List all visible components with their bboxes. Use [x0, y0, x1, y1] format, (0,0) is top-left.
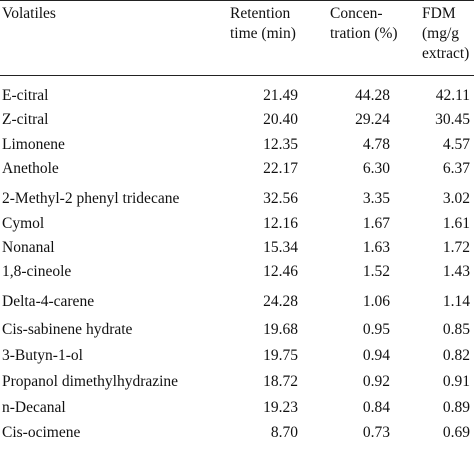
table-row: Anethole 22.17 6.30 6.37 [0, 157, 474, 181]
cell-retention-time: 15.34 [263, 239, 298, 256]
cell-fdm: 1.14 [442, 293, 470, 310]
cell-volatile-name: Propanol dimethylhydrazine [2, 373, 179, 390]
cell-fdm: 0.91 [442, 373, 470, 390]
header-fdm-line2: (mg/g [422, 25, 460, 42]
cell-concentration: 0.84 [362, 399, 390, 416]
cell-concentration: 44.28 [355, 87, 390, 104]
header-fdm-line1: FDM [422, 5, 456, 22]
cell-volatile-name: n-Decanal [2, 399, 66, 416]
cell-retention-time: 8.70 [270, 424, 298, 441]
cell-volatile-name: Z-citral [2, 111, 49, 128]
table-row: E-citral 21.49 44.28 42.11 [0, 84, 474, 108]
cell-retention-time: 21.49 [263, 87, 298, 104]
table-row: n-Decanal 19.23 0.84 0.89 [0, 396, 474, 420]
table-top-rule [0, 0, 474, 1]
header-concentration: Concen- tration (%) [330, 4, 398, 44]
table-row: 1,8-cineole 12.46 1.52 1.43 [0, 260, 474, 284]
cell-retention-time: 19.68 [263, 321, 298, 338]
cell-retention-time: 32.56 [263, 190, 298, 207]
cell-fdm: 1.61 [442, 215, 470, 232]
cell-fdm: 6.37 [442, 160, 470, 177]
cell-volatile-name: E-citral [2, 87, 49, 104]
cell-volatile-name: 2-Methyl-2 phenyl tridecane [2, 190, 180, 207]
header-volatiles-label: Volatiles [2, 5, 56, 22]
cell-fdm: 3.02 [442, 190, 470, 207]
cell-fdm: 4.57 [442, 136, 470, 153]
table-row: Nonanal 15.34 1.63 1.72 [0, 236, 474, 260]
cell-fdm: 0.69 [442, 424, 470, 441]
cell-volatile-name: Anethole [2, 160, 59, 177]
table-row: Limonene 12.35 4.78 4.57 [0, 133, 474, 157]
header-conc-line2: tration (%) [330, 25, 398, 42]
cell-concentration: 6.30 [362, 160, 390, 177]
cell-retention-time: 18.72 [263, 373, 298, 390]
cell-concentration: 0.73 [362, 424, 390, 441]
table-row: 3-Butyn-1-ol 19.75 0.94 0.82 [0, 344, 474, 368]
cell-concentration: 0.92 [362, 373, 390, 390]
cell-retention-time: 12.46 [263, 263, 298, 280]
cell-volatile-name: Cymol [2, 215, 45, 232]
cell-retention-time: 19.75 [263, 347, 298, 364]
cell-fdm: 1.72 [442, 239, 470, 256]
cell-concentration: 29.24 [355, 111, 390, 128]
header-retention-line2: time (min) [230, 25, 296, 42]
cell-concentration: 0.94 [362, 347, 390, 364]
cell-retention-time: 22.17 [263, 160, 298, 177]
cell-concentration: 1.63 [362, 239, 390, 256]
cell-retention-time: 24.28 [263, 293, 298, 310]
header-retention-time: Retention time (min) [230, 4, 296, 44]
cell-concentration: 4.78 [362, 136, 390, 153]
cell-retention-time: 12.35 [263, 136, 298, 153]
table-row: 2-Methyl-2 phenyl tridecane 32.56 3.35 3… [0, 187, 474, 211]
cell-concentration: 3.35 [362, 190, 390, 207]
cell-volatile-name: Cis-ocimene [2, 424, 81, 441]
table-row: Z-citral 20.40 29.24 30.45 [0, 108, 474, 132]
header-conc-line1: Concen- [330, 5, 383, 22]
cell-concentration: 1.67 [362, 215, 390, 232]
header-volatiles: Volatiles [2, 4, 56, 24]
header-retention-line1: Retention [230, 5, 291, 22]
table-row: Propanol dimethylhydrazine 18.72 0.92 0.… [0, 370, 474, 394]
cell-fdm: 1.43 [442, 263, 470, 280]
header-fdm: FDM (mg/g extract) [422, 4, 469, 64]
cell-volatile-name: Nonanal [2, 239, 55, 256]
cell-concentration: 1.52 [362, 263, 390, 280]
cell-fdm: 30.45 [435, 111, 470, 128]
cell-concentration: 1.06 [362, 293, 390, 310]
cell-retention-time: 12.16 [263, 215, 298, 232]
cell-volatile-name: Delta-4-carene [2, 293, 95, 310]
cell-retention-time: 20.40 [263, 111, 298, 128]
table-row: Cymol 12.16 1.67 1.61 [0, 212, 474, 236]
cell-concentration: 0.95 [362, 321, 390, 338]
header-fdm-line3: extract) [422, 45, 470, 62]
cell-fdm: 0.82 [442, 347, 470, 364]
cell-fdm: 0.89 [442, 399, 470, 416]
table-row: Cis-sabinene hydrate 19.68 0.95 0.85 [0, 318, 474, 342]
cell-fdm: 0.85 [442, 321, 470, 338]
header-bottom-rule [0, 75, 474, 76]
table-row: Cis-ocimene 8.70 0.73 0.69 [0, 421, 474, 445]
cell-volatile-name: 1,8-cineole [2, 263, 72, 280]
cell-volatile-name: Cis-sabinene hydrate [2, 321, 133, 338]
cell-volatile-name: Limonene [2, 136, 65, 153]
table-row: Delta-4-carene 24.28 1.06 1.14 [0, 290, 474, 314]
cell-fdm: 42.11 [435, 87, 470, 104]
cell-volatile-name: 3-Butyn-1-ol [2, 347, 83, 364]
cell-retention-time: 19.23 [263, 399, 298, 416]
